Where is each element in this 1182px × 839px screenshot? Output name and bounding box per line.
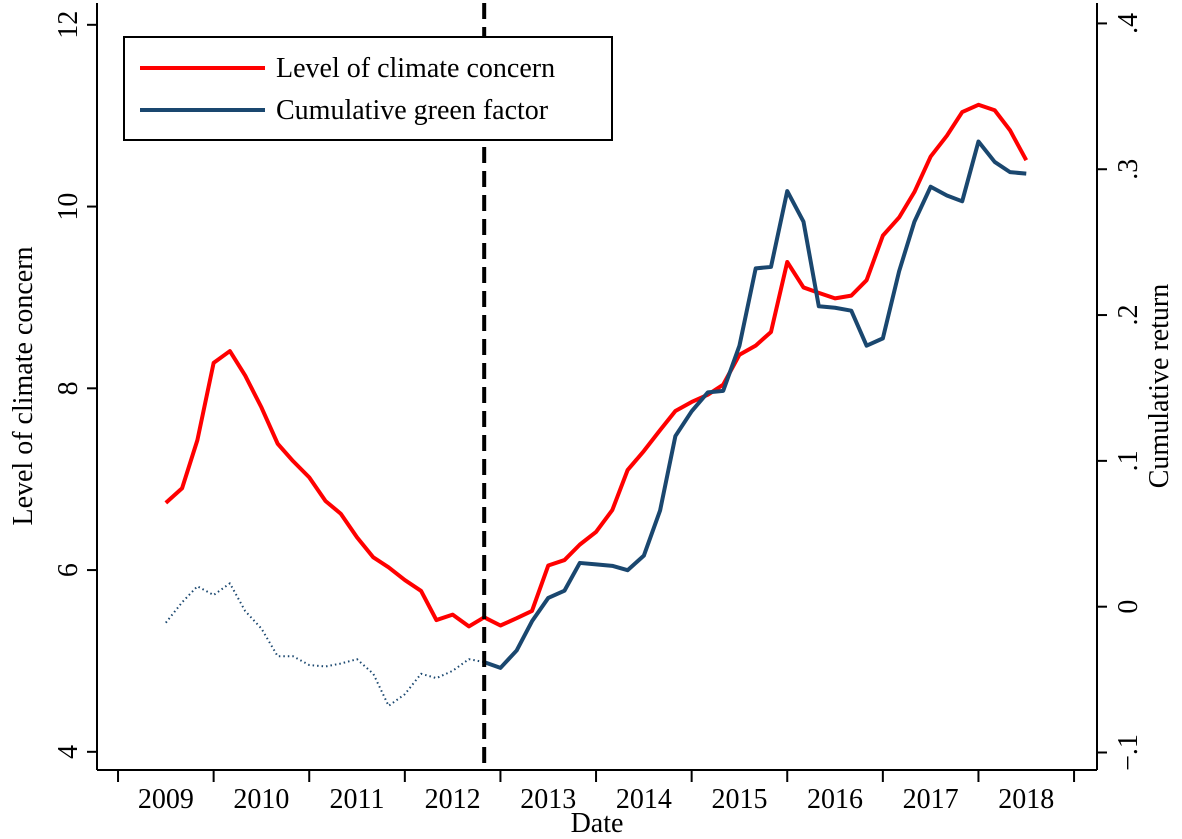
y2-tick-label: .4	[1113, 13, 1144, 34]
x-tick-label: 2009	[138, 784, 194, 815]
series-line	[483, 139, 1027, 670]
y-tick-label: 4	[53, 745, 84, 759]
x-tick-label: 2010	[233, 784, 289, 815]
x-tick-label: 2017	[903, 784, 959, 815]
y2-tick-label: .3	[1113, 159, 1144, 180]
series-line	[164, 102, 1029, 629]
x-tick-label: 2014	[616, 784, 672, 815]
x-axis-title: Date	[571, 808, 624, 839]
x-tick-label: 2012	[425, 784, 481, 815]
y-tick-label: 6	[53, 563, 84, 577]
y2-tick-label: .2	[1113, 305, 1144, 326]
legend-box	[123, 36, 613, 141]
y2-tick-label: 0	[1113, 600, 1144, 614]
legend-label: Cumulative green factor	[276, 95, 549, 126]
x-tick-label: 2015	[711, 784, 767, 815]
y2-axis-title: Cumulative return	[1144, 284, 1175, 489]
series-line	[165, 582, 485, 707]
x-tick-label: 2011	[330, 784, 385, 815]
y-tick-label: 8	[53, 381, 84, 395]
y2-tick-label: −.1	[1113, 734, 1144, 771]
x-tick-label: 2016	[807, 784, 863, 815]
y-tick-label: 10	[53, 193, 84, 221]
legend-label: Level of climate concern	[276, 53, 555, 84]
y-axis-title: Level of climate concern	[8, 246, 39, 525]
y-tick-label: 12	[53, 11, 84, 39]
y2-tick-label: .1	[1113, 450, 1144, 471]
x-tick-label: 2018	[998, 784, 1054, 815]
x-tick-label: 2013	[520, 784, 576, 815]
